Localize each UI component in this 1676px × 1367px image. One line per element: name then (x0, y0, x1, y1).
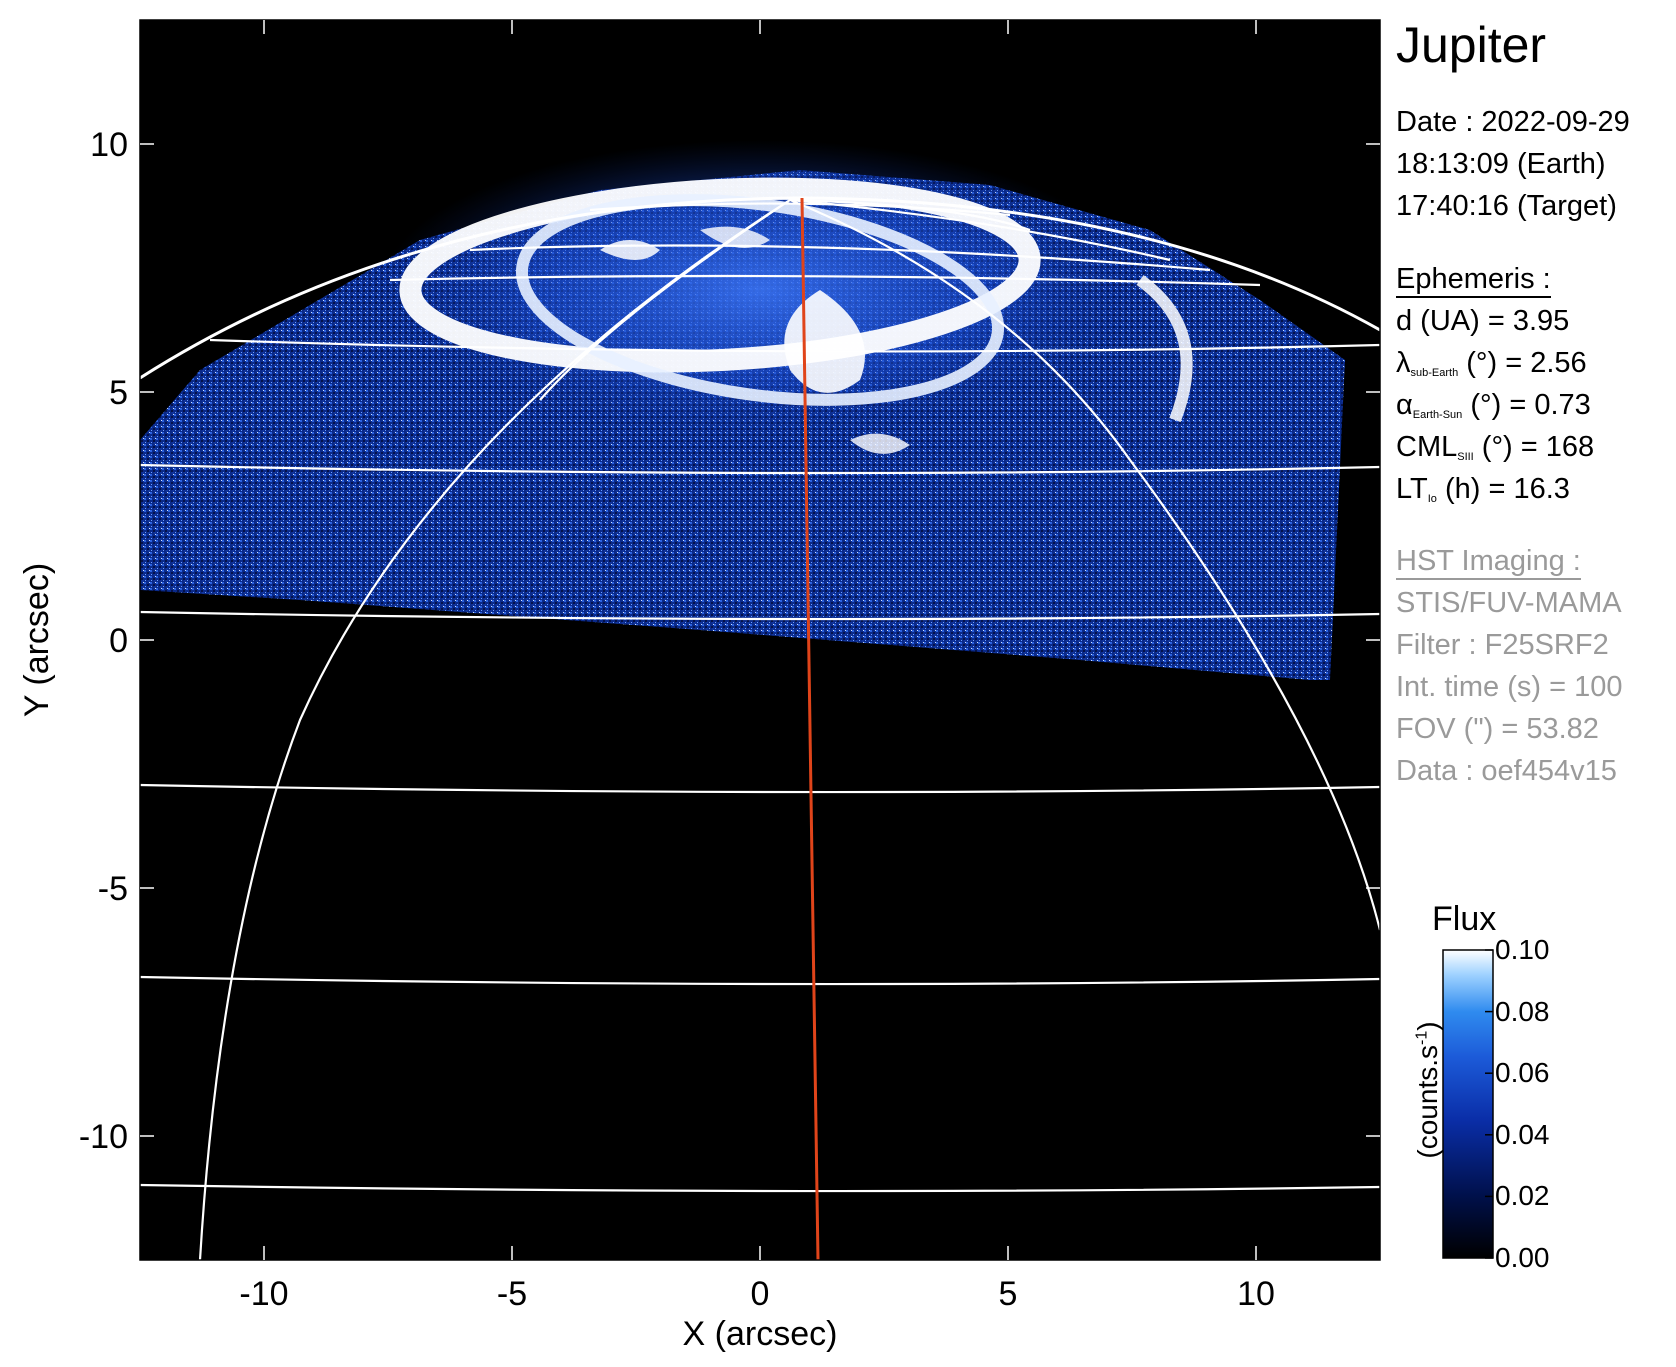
ephemeris-value: = 3.95 (1487, 305, 1570, 337)
longitude-line (789, 198, 1171, 262)
y-tick-label: 10 (90, 126, 128, 164)
longitude-line (789, 198, 1031, 232)
colorbar (1442, 949, 1494, 1259)
ephemeris-row: d (UA) = 3.95 (1396, 300, 1594, 342)
latitude-line (469, 244, 1211, 272)
ephemeris-label: CML (1396, 431, 1458, 463)
main-auroral-oval (399, 177, 1041, 373)
y-axis-title: Y (arcsec) (18, 563, 56, 717)
y-tick-label: 0 (109, 622, 128, 660)
instrument-panel: HST Imaging : STIS/FUV-MAMA Filter : F25… (1396, 540, 1622, 792)
central-meridian-line (800, 197, 820, 1260)
ephemeris-row: αEarth-Sun (°) = 0.73 (1396, 384, 1594, 426)
x-tick-label: 0 (751, 1275, 770, 1313)
planet-limb (140, 196, 1380, 380)
ephemeris-rows: d (UA) = 3.95 λsub-Earth (°) = 2.56 αEarth… (1396, 300, 1594, 510)
date-line: Date : 2022-09-29 (1396, 106, 1630, 138)
y-tick-label: -10 (79, 1118, 128, 1156)
fov-line: FOV (") = 53.82 (1396, 713, 1599, 745)
data-id-line: Data : oef454v15 (1396, 755, 1617, 787)
ephemeris-label: λ (1396, 347, 1411, 379)
ephemeris-value: = 2.56 (1505, 347, 1587, 379)
y-axis: -10 -5 0 5 10 (79, 126, 1380, 1156)
longitude-line (198, 199, 791, 1260)
x-tick-label: 5 (999, 1275, 1018, 1313)
latitude-line (140, 1183, 1380, 1193)
ephemeris-subscript: Earth-Sun (1412, 409, 1463, 421)
x-axis-title: X (arcsec) (683, 1315, 838, 1353)
colorbar-tick-label: 0.06 (1495, 1057, 1550, 1089)
x-tick-label: -10 (239, 1275, 288, 1313)
colorbar-unit: (counts.s-1) (1412, 1021, 1443, 1159)
ephemeris-header: Ephemeris : (1396, 262, 1551, 298)
ephemeris-row: LTIo (h) = 16.3 (1396, 468, 1594, 510)
ephemeris-panel: Ephemeris : d (UA) = 3.95 λsub-Earth (°) … (1396, 258, 1594, 510)
ephemeris-subscript: SIII (1457, 451, 1474, 463)
instrument-header: HST Imaging : (1396, 544, 1581, 580)
y-tick-label: -5 (98, 870, 128, 908)
ephemeris-subscript: Io (1427, 493, 1437, 505)
ephemeris-value: = 16.3 (1488, 473, 1570, 505)
target-name: Jupiter (1396, 17, 1547, 73)
ephemeris-unit: (°) (1458, 347, 1506, 379)
ephemeris-unit: (°) (1473, 431, 1521, 463)
latitude-grid (140, 196, 1380, 1193)
ephemeris-unit: (°) (1462, 389, 1510, 421)
latitude-line (140, 783, 1380, 794)
x-tick-label: 10 (1237, 1275, 1275, 1313)
ephemeris-label: α (1396, 389, 1413, 421)
longitude-line (539, 199, 791, 401)
instrument-name: STIS/FUV-MAMA (1396, 587, 1622, 619)
ephemeris-unit (1480, 305, 1488, 337)
x-tick-label: -5 (497, 1275, 527, 1313)
auroral-arc-east (1136, 275, 1193, 423)
ephemeris-row: CMLSIII (°) = 168 (1396, 426, 1594, 468)
ephemeris-subscript: sub-Earth (1410, 367, 1459, 379)
ephemeris-label: d (UA) (1396, 305, 1480, 337)
colorbar-tick-label: 0.08 (1495, 995, 1550, 1027)
colorbar-title: Flux (1432, 900, 1497, 938)
filter-line: Filter : F25SRF2 (1396, 629, 1609, 661)
latitude-line (140, 610, 1380, 621)
colorbar-tick-label: 0.04 (1495, 1118, 1550, 1150)
y-tick-label: 5 (109, 374, 128, 412)
colorbar-tick-label: 0.00 (1495, 1242, 1550, 1273)
ephemeris-value: = 0.73 (1509, 389, 1591, 421)
earth-time-line: 18:13:09 (Earth) (1396, 148, 1606, 180)
ephemeris-row: λsub-Earth (°) = 2.56 (1396, 342, 1594, 384)
colorbar-tick-label: 0.02 (1495, 1180, 1550, 1212)
date-panel: Date : 2022-09-29 18:13:09 (Earth) 17:40… (1396, 101, 1630, 227)
auroral-spot-3 (850, 433, 910, 454)
latitude-line (209, 338, 1380, 353)
ephemeris-unit: (h) (1436, 473, 1489, 505)
inner-auroral-oval (515, 194, 1005, 406)
target-time-line: 17:40:16 (Target) (1396, 190, 1617, 222)
image-plot-area (140, 20, 1380, 1260)
latitude-line (140, 975, 1380, 986)
colorbar-tick-label: 0.10 (1495, 934, 1550, 965)
integration-time-line: Int. time (s) = 100 (1396, 671, 1623, 703)
longitude-line (789, 198, 1380, 931)
latitude-line (389, 274, 1261, 287)
x-axis: -10 -5 0 5 10 (239, 20, 1275, 1313)
latitude-line (140, 463, 1380, 475)
colorbar-ticks (1485, 949, 1493, 1259)
longitude-grid (198, 198, 1380, 1260)
ephemeris-value: = 168 (1520, 431, 1595, 463)
ephemeris-label: LT (1396, 473, 1428, 505)
